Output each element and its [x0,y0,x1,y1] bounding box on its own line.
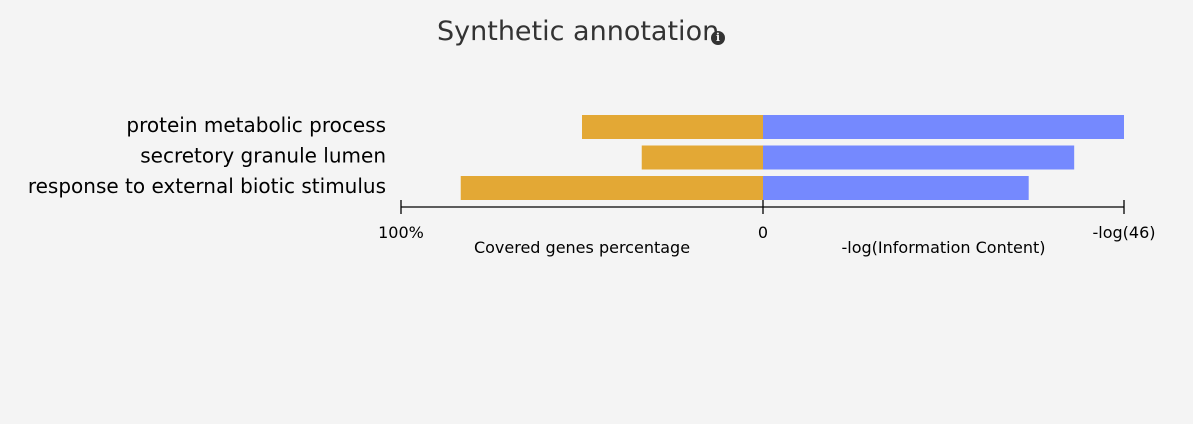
bar-information-content-2[interactable] [763,176,1029,200]
tick-label-right: -log(46) [1092,223,1155,242]
tick-label-left: 100% [378,223,424,242]
category-label-2: response to external biotic stimulus [28,174,386,198]
bar-coverage-1[interactable] [641,145,763,170]
bar-coverage-0[interactable] [582,115,763,139]
bars-group [460,115,1124,200]
bar-information-content-0[interactable] [763,115,1124,139]
bar-coverage-2[interactable] [460,176,763,200]
category-labels-group: protein metabolic process secretory granu… [28,113,386,198]
x-axis-label-right: -log(Information Content) [842,238,1046,257]
chart-title: Synthetic annotation [437,16,720,47]
bar-information-content-1[interactable] [763,145,1075,170]
category-label-0: protein metabolic process [126,113,386,137]
info-icon[interactable]: i [711,31,725,45]
tick-label-center: 0 [758,223,768,242]
x-axis: 100% 0 -log(46) Covered genes percentage… [378,200,1156,257]
x-axis-label-left: Covered genes percentage [474,238,690,257]
category-label-1: secretory granule lumen [140,144,386,168]
